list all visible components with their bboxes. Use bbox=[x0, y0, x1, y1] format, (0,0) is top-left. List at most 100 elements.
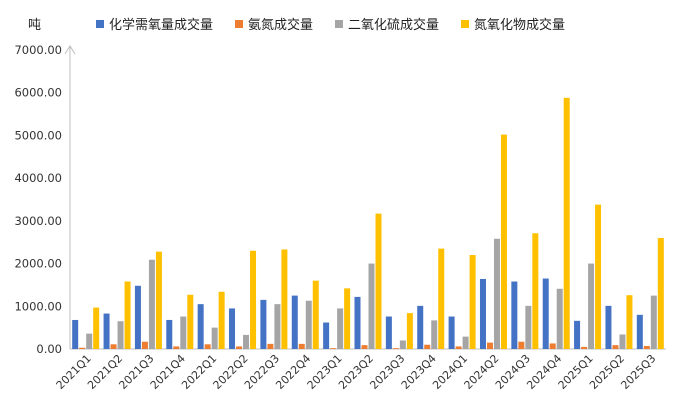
legend-label: 氨氮成交量 bbox=[248, 18, 314, 33]
bar bbox=[134, 285, 141, 349]
y-axis-arrow bbox=[64, 45, 76, 55]
y-tick-label: 0.00 bbox=[36, 342, 62, 356]
bar bbox=[103, 313, 110, 349]
bar bbox=[180, 316, 187, 349]
bar bbox=[448, 316, 455, 349]
bar bbox=[650, 295, 657, 349]
y-tick-label: 4000.00 bbox=[14, 171, 62, 185]
bar bbox=[124, 281, 131, 349]
bar bbox=[574, 320, 581, 349]
legend-item: 化学需氧量成交量 bbox=[96, 14, 213, 33]
bar bbox=[563, 97, 570, 349]
bar bbox=[612, 345, 619, 349]
legend-item: 二氧化硫成交量 bbox=[335, 14, 439, 33]
bar bbox=[486, 342, 493, 349]
bar bbox=[250, 250, 257, 349]
chart-legend: 化学需氧量成交量 氨氮成交量 二氧化硫成交量 氮氧化物成交量 bbox=[96, 14, 587, 33]
legend-item: 氨氮成交量 bbox=[235, 14, 313, 33]
bar bbox=[518, 341, 525, 349]
bar bbox=[493, 238, 500, 349]
bar bbox=[392, 348, 399, 349]
bar bbox=[619, 334, 626, 349]
bar bbox=[549, 343, 556, 349]
bar bbox=[455, 346, 462, 349]
bar bbox=[375, 213, 382, 349]
bar bbox=[187, 294, 194, 349]
bar bbox=[542, 278, 549, 349]
bar bbox=[229, 308, 236, 349]
bar bbox=[330, 348, 337, 349]
bar bbox=[218, 291, 225, 349]
bar bbox=[431, 320, 438, 349]
bar bbox=[643, 346, 650, 349]
y-tick-label: 5000.00 bbox=[14, 128, 62, 142]
y-tick-label: 6000.00 bbox=[14, 86, 62, 100]
bar bbox=[595, 204, 602, 349]
legend-label: 二氧化硫成交量 bbox=[348, 18, 440, 33]
bar bbox=[581, 346, 588, 349]
bar bbox=[636, 314, 643, 349]
bar bbox=[532, 233, 539, 349]
bar bbox=[417, 305, 424, 349]
bar bbox=[79, 347, 86, 349]
y-tick-label: 1000.00 bbox=[14, 299, 62, 313]
bar bbox=[588, 263, 595, 349]
bar bbox=[305, 300, 312, 349]
bar bbox=[626, 295, 633, 349]
bar bbox=[368, 263, 375, 349]
legend-label: 氮氧化物成交量 bbox=[474, 18, 566, 33]
legend-swatch bbox=[96, 19, 104, 28]
bar bbox=[173, 346, 180, 349]
bar bbox=[500, 134, 507, 349]
bar bbox=[312, 280, 319, 349]
bar bbox=[399, 340, 406, 349]
bar bbox=[298, 343, 305, 349]
bar bbox=[211, 327, 218, 349]
y-tick-label: 2000.00 bbox=[14, 257, 62, 271]
legend-swatch bbox=[235, 19, 244, 28]
y-tick-label: 3000.00 bbox=[14, 214, 62, 228]
bar bbox=[204, 344, 211, 349]
bar bbox=[385, 316, 392, 349]
bar bbox=[462, 336, 469, 349]
bar bbox=[361, 345, 368, 349]
bar bbox=[479, 278, 486, 349]
bar bbox=[525, 305, 532, 349]
legend-item: 氮氧化物成交量 bbox=[461, 14, 565, 33]
bar bbox=[354, 296, 361, 349]
bar bbox=[469, 255, 476, 349]
bar bbox=[344, 288, 351, 349]
bar bbox=[86, 333, 93, 349]
bar bbox=[323, 322, 330, 349]
bar bbox=[166, 319, 173, 349]
bar bbox=[243, 334, 250, 349]
bar bbox=[281, 249, 288, 349]
bar bbox=[260, 299, 267, 349]
bar bbox=[511, 281, 518, 349]
legend-swatch bbox=[335, 19, 344, 28]
bar bbox=[197, 304, 204, 349]
bar bbox=[267, 343, 274, 349]
bar bbox=[556, 288, 563, 349]
bar bbox=[117, 321, 124, 349]
bar bbox=[110, 344, 117, 349]
bar bbox=[274, 304, 281, 349]
bar bbox=[438, 248, 445, 349]
bar bbox=[291, 295, 298, 349]
bar bbox=[148, 259, 155, 349]
bar bbox=[141, 341, 148, 349]
bar bbox=[236, 346, 243, 349]
bar bbox=[93, 307, 100, 349]
bar bbox=[605, 305, 612, 349]
legend-label: 化学需氧量成交量 bbox=[109, 18, 214, 33]
y-tick-label: 7000.00 bbox=[14, 43, 62, 57]
bar bbox=[72, 319, 79, 349]
bar bbox=[657, 237, 664, 349]
y-axis-unit-label: 吨 bbox=[28, 18, 42, 33]
bar bbox=[424, 344, 431, 349]
bar bbox=[406, 313, 413, 349]
legend-swatch bbox=[461, 19, 470, 28]
x-tick-label: 2025Q3 bbox=[618, 352, 658, 392]
bar bbox=[155, 251, 162, 349]
